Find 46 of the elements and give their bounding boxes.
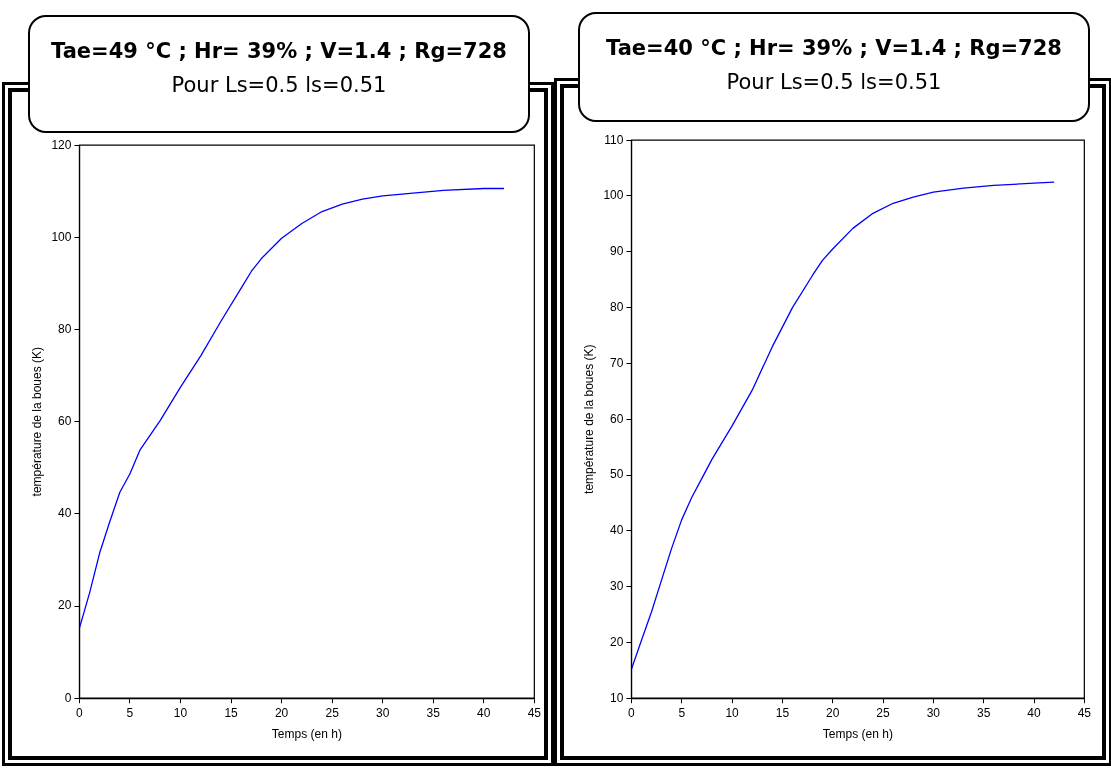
x-tick-label: 30: [376, 705, 390, 720]
y-axis-title: température de la boues (K): [29, 346, 44, 497]
y-tick-label: 100: [51, 229, 72, 244]
y-tick-label: 60: [58, 414, 72, 429]
y-tick-label: 90: [610, 244, 624, 259]
x-tick-label: 45: [527, 705, 542, 720]
y-tick-label: 80: [610, 299, 624, 314]
y-tick-label: 0: [64, 690, 72, 705]
x-tick-label: 10: [173, 705, 188, 720]
chart-subtitle: Pour Ls=0.5 ls=0.51: [170, 73, 388, 97]
x-tick-label: 0: [76, 705, 84, 720]
x-tick-label: 15: [224, 705, 239, 720]
chart-title: Tae=49 °C ; Hr= 39% ; V=1.4 ; Rg=728: [50, 39, 508, 63]
y-tick-label: 80: [58, 321, 72, 336]
chart-subtitle: Pour Ls=0.5 ls=0.51: [725, 70, 943, 94]
y-tick-label: 20: [58, 598, 72, 613]
x-tick-label: 30: [926, 705, 941, 720]
x-tick-label: 0: [628, 705, 636, 720]
x-tick-label: 25: [325, 705, 340, 720]
y-tick-label: 120: [51, 137, 72, 152]
x-tick-label: 35: [426, 705, 441, 720]
y-tick-label: 30: [610, 578, 624, 593]
x-tick-label: 40: [1027, 705, 1041, 720]
x-tick-label: 40: [477, 705, 491, 720]
y-tick-label: 110: [604, 132, 624, 147]
x-tick-label: 25: [876, 705, 891, 720]
x-tick-label: 45: [1077, 705, 1092, 720]
y-tick-label: 40: [610, 523, 624, 538]
y-tick-label: 70: [610, 355, 624, 370]
y-tick-label: 100: [603, 188, 624, 203]
x-axis-title: Temps (en h): [271, 727, 342, 742]
x-tick-label: 20: [826, 705, 840, 720]
y-tick-label: 40: [58, 506, 72, 521]
y-tick-label: 50: [610, 467, 624, 482]
chart-title: Tae=40 °C ; Hr= 39% ; V=1.4 ; Rg=728: [605, 36, 1063, 60]
x-tick-label: 15: [775, 705, 790, 720]
x-tick-label: 35: [977, 705, 991, 720]
y-tick-label: 10: [610, 690, 624, 705]
x-tick-label: 10: [725, 705, 740, 720]
x-tick-label: 5: [126, 705, 134, 720]
y-axis-title: température de la boues (K): [581, 344, 596, 494]
y-tick-label: 60: [610, 411, 624, 426]
x-tick-label: 5: [678, 705, 686, 720]
y-tick-label: 20: [610, 634, 624, 649]
x-axis-title: Temps (en h): [822, 727, 893, 742]
x-tick-label: 20: [274, 705, 289, 720]
